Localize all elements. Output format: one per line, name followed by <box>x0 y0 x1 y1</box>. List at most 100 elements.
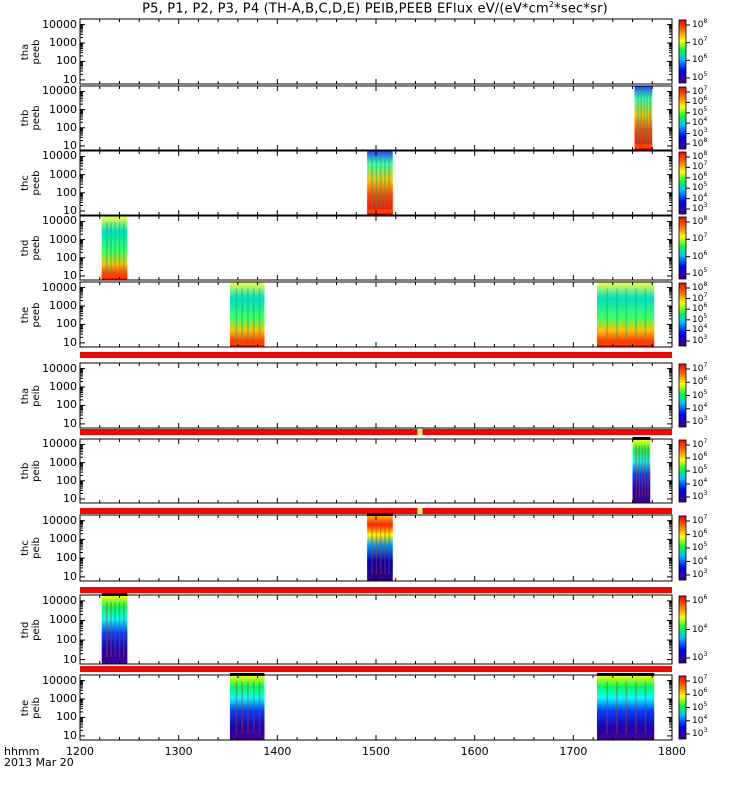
y-tick-label: 100 <box>56 473 77 487</box>
colorbar <box>678 151 687 215</box>
colorbar-tick-label: 107 <box>692 438 708 450</box>
y-tick-label: 1000 <box>49 532 77 546</box>
burst-streak <box>635 681 637 734</box>
y-tick-label: 10000 <box>42 437 77 451</box>
burst-streak <box>379 157 382 209</box>
y-tick-label: 1000 <box>49 613 77 627</box>
y-tick-label: 10 <box>63 268 77 282</box>
colorbar-tick-label: 105 <box>692 700 708 713</box>
colorbar-tick-label: 108 <box>692 215 708 227</box>
y-tick-label: 1000 <box>49 36 77 49</box>
spectrogram-burst <box>597 675 655 740</box>
colorbar-tick-label: 106 <box>692 302 708 315</box>
colorbar-tick-label: 107 <box>692 362 708 374</box>
spectrogram-burst <box>632 439 651 503</box>
y-tick-label: 1000 <box>49 102 77 116</box>
y-tick-label: 100 <box>56 317 77 331</box>
panel-frame <box>79 85 673 151</box>
colorbar-tick-label: 103 <box>692 334 708 346</box>
y-tick-label: 10 <box>63 138 77 152</box>
burst-low-energy-band <box>367 209 393 213</box>
colorbar-tick-label: 104 <box>692 713 708 726</box>
y-tick-label: 10 <box>63 491 77 505</box>
colorbar-tick-label: 107 <box>692 232 708 245</box>
y-tick-label: 10 <box>63 335 77 349</box>
burst-streak <box>114 222 117 274</box>
y-tick-label: 10 <box>63 569 77 583</box>
colorbar-tick-label: 105 <box>692 181 708 194</box>
y-tick-label: 100 <box>56 120 77 134</box>
y-tick-label: 10000 <box>42 214 77 228</box>
colorbar-tick-label: 103 <box>692 202 708 214</box>
burst-streak <box>252 288 255 341</box>
title-superscript: 2 <box>548 0 555 9</box>
colorbar-tick-label: 106 <box>692 170 708 183</box>
colorbar-tick-label: 106 <box>692 687 708 700</box>
burst-streak <box>105 222 108 274</box>
burst-low-energy-band <box>229 341 265 345</box>
burst-streak <box>114 601 117 658</box>
y-tick-label: 10 <box>63 203 77 217</box>
colorbar <box>678 282 687 347</box>
y-tick-label: 10000 <box>42 513 77 527</box>
colorbar-tick-label: 103 <box>692 727 708 739</box>
y-tick-label: 1000 <box>49 455 77 469</box>
burst-streak <box>625 288 628 341</box>
colorbar-tick-label: 106 <box>692 527 708 540</box>
colorbar-tick-label: 103 <box>692 415 708 427</box>
title-suffix: *sec*sr) <box>554 1 608 17</box>
date-label: 2013 Mar 20 <box>4 756 74 769</box>
burst-streak <box>646 92 648 144</box>
spectrogram-burst <box>101 595 128 664</box>
spectrogram-burst <box>634 86 653 150</box>
y-tick-label: 10000 <box>42 673 77 687</box>
burst-streak <box>241 288 243 341</box>
burst-streak <box>649 92 651 144</box>
panel-y-label: thd peib <box>20 618 42 641</box>
panel-frame <box>79 18 673 85</box>
panel-y-label: the peeb <box>20 302 42 327</box>
colorbar <box>678 675 687 740</box>
y-tick-label: 100 <box>56 185 77 199</box>
spectrogram-burst <box>101 216 128 280</box>
colorbar <box>678 595 687 664</box>
colorbar-tick-label: 106 <box>692 53 708 66</box>
burst-streak <box>616 288 618 341</box>
y-tick-label: 10000 <box>42 361 77 375</box>
colorbar-tick-label: 108 <box>692 281 708 293</box>
y-tick-label: 10 <box>63 652 77 666</box>
colorbar-tick-label: 104 <box>692 401 708 414</box>
colorbar-tick-label: 108 <box>692 137 708 149</box>
colorbar <box>678 216 687 280</box>
colorbar-tick-label: 103 <box>692 568 708 580</box>
flag-marker <box>417 508 423 514</box>
y-tick-label: 10000 <box>42 84 77 98</box>
colorbar-tick-label: 106 <box>692 375 708 388</box>
chart-title: P5, P1, P2, P3, P4 (TH-A,B,C,D,E) PEIB,P… <box>0 0 750 16</box>
flag-marker <box>417 429 423 435</box>
burst-streak <box>644 288 647 341</box>
quality-flag-bar <box>80 666 672 672</box>
y-tick-label: 1000 <box>49 692 77 705</box>
y-tick-label: 10000 <box>42 593 77 607</box>
spectrogram-burst <box>597 282 655 347</box>
y-tick-label: 10 <box>63 416 77 430</box>
y-tick-label: 100 <box>56 551 77 565</box>
burst-streak <box>647 445 649 497</box>
burst-streak <box>644 681 647 734</box>
colorbar-tick-label: 103 <box>692 651 708 663</box>
colorbar-tick-label: 108 <box>692 150 708 162</box>
x-tick-label: 1200 <box>66 745 94 758</box>
colorbar-tick-label: 105 <box>692 464 708 476</box>
burst-streak <box>625 681 628 734</box>
burst-streak <box>635 288 637 341</box>
panel-y-label: tha peib <box>20 384 42 407</box>
spectrogram-burst <box>229 282 265 347</box>
colorbar-tick-label: 105 <box>692 267 708 279</box>
colorbar-tick-label: 107 <box>692 674 708 686</box>
panel-y-label: thc peeb <box>20 170 42 196</box>
burst-low-energy-band <box>634 144 653 148</box>
colorbar-tick-label: 105 <box>692 388 708 401</box>
y-tick-label: 10000 <box>42 17 77 31</box>
colorbar <box>678 19 687 84</box>
